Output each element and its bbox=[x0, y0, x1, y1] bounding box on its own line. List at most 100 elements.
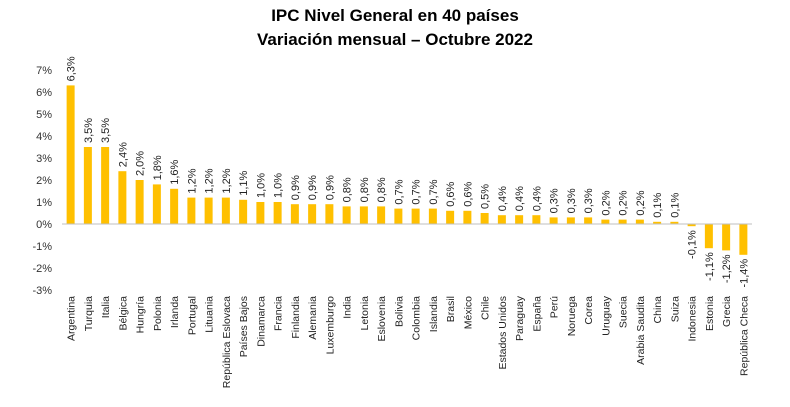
bar-10 bbox=[221, 197, 230, 224]
bar-12 bbox=[256, 202, 265, 224]
data-label: 0,3% bbox=[583, 188, 595, 213]
chart-title: IPC Nivel General en 40 países bbox=[271, 6, 519, 25]
category-label: España bbox=[531, 296, 543, 332]
category-label: Finlandia bbox=[290, 296, 302, 339]
category-label: Indonesia bbox=[687, 296, 699, 342]
category-label: Dinamarca bbox=[255, 296, 267, 347]
y-tick-label: 5% bbox=[36, 109, 52, 121]
category-label: Hungría bbox=[135, 296, 147, 334]
data-label: 0,8% bbox=[342, 177, 354, 202]
category-label: Bélgica bbox=[117, 296, 129, 331]
bar-5 bbox=[135, 180, 144, 224]
category-label: Uruguay bbox=[600, 295, 612, 335]
bar-29 bbox=[549, 217, 558, 224]
category-label: Bolivia bbox=[393, 296, 405, 327]
data-label: 0,1% bbox=[652, 193, 664, 218]
bar-14 bbox=[290, 204, 299, 224]
bar-3 bbox=[101, 147, 110, 224]
data-label: 0,4% bbox=[497, 186, 509, 211]
category-label: Letonia bbox=[359, 296, 371, 331]
bar-1 bbox=[66, 85, 75, 225]
category-label: Paraguay bbox=[514, 295, 526, 341]
bar-40 bbox=[739, 224, 748, 255]
data-label: 0,2% bbox=[618, 190, 630, 215]
data-label: -1,4% bbox=[738, 259, 750, 288]
data-label: 1,0% bbox=[255, 173, 267, 198]
bar-17 bbox=[342, 206, 351, 224]
bar-34 bbox=[635, 219, 644, 224]
bar-32 bbox=[601, 219, 610, 224]
data-label: 0,2% bbox=[635, 190, 647, 215]
bar-39 bbox=[722, 224, 731, 251]
category-label: Italia bbox=[100, 296, 112, 318]
data-label: 0,9% bbox=[290, 175, 302, 200]
bar-37 bbox=[687, 224, 696, 227]
data-label: 1,6% bbox=[169, 160, 181, 185]
category-label: China bbox=[652, 296, 664, 324]
data-label: 1,2% bbox=[204, 168, 216, 193]
data-label: 0,1% bbox=[669, 193, 681, 218]
category-label: Estados Unidos bbox=[497, 296, 509, 370]
bar-6 bbox=[152, 184, 161, 224]
y-tick-label: -3% bbox=[32, 285, 52, 297]
bar-36 bbox=[670, 221, 679, 224]
category-label: Polonia bbox=[152, 296, 164, 331]
category-label: Suecia bbox=[618, 296, 630, 328]
data-label: 0,3% bbox=[566, 188, 578, 213]
bar-15 bbox=[308, 204, 317, 224]
chart-subtitle: Variación mensual – Octubre 2022 bbox=[257, 30, 533, 49]
bar-13 bbox=[273, 202, 282, 224]
data-label: 0,9% bbox=[324, 175, 336, 200]
bar-22 bbox=[428, 208, 437, 224]
category-label: México bbox=[462, 296, 474, 329]
data-label: -0,1% bbox=[687, 230, 699, 259]
category-label: Portugal bbox=[186, 296, 198, 335]
bar-4 bbox=[118, 171, 127, 224]
data-label: 1,2% bbox=[221, 168, 233, 193]
data-label: 0,8% bbox=[359, 177, 371, 202]
data-label: 0,5% bbox=[480, 184, 492, 209]
category-label: Perú bbox=[549, 296, 561, 318]
category-label: Suiza bbox=[669, 296, 681, 322]
bar-8 bbox=[187, 197, 196, 224]
bar-28 bbox=[532, 215, 541, 224]
bar-2 bbox=[83, 147, 92, 224]
data-label: -1,1% bbox=[704, 252, 716, 281]
bar-35 bbox=[653, 221, 662, 224]
data-label: 0,6% bbox=[445, 182, 457, 207]
bar-20 bbox=[394, 208, 403, 224]
bar-7 bbox=[170, 188, 179, 224]
y-tick-label: 7% bbox=[36, 65, 52, 77]
data-label: 0,6% bbox=[462, 182, 474, 207]
data-label: 0,7% bbox=[428, 179, 440, 204]
bar-23 bbox=[446, 210, 455, 224]
data-label: 2,4% bbox=[117, 142, 129, 167]
category-label: Lituania bbox=[204, 296, 216, 333]
data-label: 2,0% bbox=[135, 151, 147, 176]
y-tick-label: 2% bbox=[36, 175, 52, 187]
y-tick-label: 0% bbox=[36, 219, 52, 231]
category-label: Alemania bbox=[307, 296, 319, 340]
category-label: Turquia bbox=[83, 296, 95, 331]
bar-19 bbox=[377, 206, 386, 224]
bar-21 bbox=[411, 208, 420, 224]
y-tick-label: 6% bbox=[36, 87, 52, 99]
category-label: Islandia bbox=[428, 296, 440, 332]
y-tick-label: 3% bbox=[36, 153, 52, 165]
data-label: 0,4% bbox=[531, 186, 543, 211]
bar-11 bbox=[239, 199, 248, 224]
bar-18 bbox=[359, 206, 368, 224]
data-label: 1,1% bbox=[238, 171, 250, 196]
bar-33 bbox=[618, 219, 627, 224]
data-label: 3,5% bbox=[100, 118, 112, 143]
category-label: Grecia bbox=[721, 296, 733, 327]
y-tick-label: 1% bbox=[36, 197, 52, 209]
category-label: Luxemburgo bbox=[324, 296, 336, 355]
category-label: Chile bbox=[480, 296, 492, 320]
y-tick-label: -2% bbox=[32, 263, 52, 275]
category-label: Argentina bbox=[66, 296, 78, 341]
category-label: Arabia Saudita bbox=[635, 296, 647, 365]
data-label: 0,8% bbox=[376, 177, 388, 202]
data-label: 0,2% bbox=[600, 190, 612, 215]
